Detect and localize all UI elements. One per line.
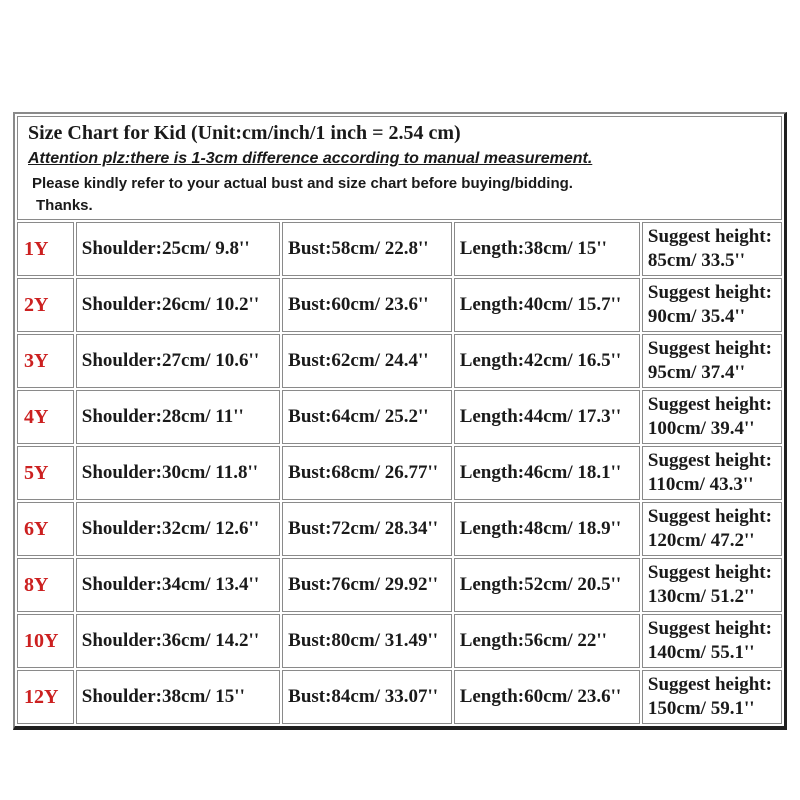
thanks-note: Thanks.	[36, 197, 93, 214]
table-row-3y: 3Y Shoulder:27cm/ 10.6'' Bust:62cm/ 24.4…	[17, 334, 782, 388]
suggest-height-value: 120cm/ 47.2''	[647, 530, 755, 551]
suggest-height-label: Suggest height:	[647, 674, 772, 695]
refer-note: Please kindly refer to your actual bust …	[32, 175, 573, 192]
shoulder-cell: Shoulder:32cm/ 12.6''	[75, 502, 281, 556]
size-cell: 2Y	[17, 278, 74, 332]
suggest-height-cell: Suggest height: 95cm/ 37.4''	[641, 334, 782, 388]
size-cell: 3Y	[17, 334, 74, 388]
suggest-height-label: Suggest height:	[647, 618, 772, 639]
length-cell: Length:40cm/ 15.7''	[453, 278, 640, 332]
size-cell: 8Y	[17, 558, 74, 612]
length-cell: Length:48cm/ 18.9''	[453, 502, 640, 556]
suggest-height-cell: Suggest height: 130cm/ 51.2''	[641, 558, 782, 612]
bust-cell: Bust:62cm/ 24.4''	[282, 334, 452, 388]
suggest-height-label: Suggest height:	[647, 450, 772, 471]
attention-note: Attention plz:there is 1-3cm difference …	[28, 150, 593, 167]
suggest-height-value: 95cm/ 37.4''	[647, 362, 746, 383]
shoulder-cell: Shoulder:34cm/ 13.4''	[75, 558, 281, 612]
header-row: Size Chart for Kid (Unit:cm/inch/1 inch …	[17, 116, 782, 220]
shoulder-cell: Shoulder:36cm/ 14.2''	[75, 614, 281, 668]
suggest-height-value: 150cm/ 59.1''	[647, 698, 755, 719]
suggest-height-cell: Suggest height: 90cm/ 35.4''	[641, 278, 782, 332]
length-cell: Length:46cm/ 18.1''	[453, 446, 640, 500]
shoulder-cell: Shoulder:38cm/ 15''	[75, 670, 281, 724]
bust-cell: Bust:64cm/ 25.2''	[282, 390, 452, 444]
suggest-height-label: Suggest height:	[647, 394, 772, 415]
suggest-height-label: Suggest height:	[647, 338, 772, 359]
table-row-4y: 4Y Shoulder:28cm/ 11'' Bust:64cm/ 25.2''…	[17, 390, 782, 444]
table-row-2y: 2Y Shoulder:26cm/ 10.2'' Bust:60cm/ 23.6…	[17, 278, 782, 332]
suggest-height-label: Suggest height:	[647, 226, 772, 247]
shoulder-cell: Shoulder:30cm/ 11.8''	[75, 446, 281, 500]
bust-cell: Bust:72cm/ 28.34''	[282, 502, 452, 556]
size-cell: 12Y	[17, 670, 74, 724]
length-cell: Length:42cm/ 16.5''	[453, 334, 640, 388]
suggest-height-value: 90cm/ 35.4''	[647, 306, 746, 327]
suggest-height-value: 130cm/ 51.2''	[647, 586, 755, 607]
bust-cell: Bust:60cm/ 23.6''	[282, 278, 452, 332]
length-cell: Length:44cm/ 17.3''	[453, 390, 640, 444]
suggest-height-cell: Suggest height: 85cm/ 33.5''	[641, 222, 782, 276]
size-cell: 6Y	[17, 502, 74, 556]
suggest-height-value: 85cm/ 33.5''	[647, 250, 746, 271]
suggest-height-value: 100cm/ 39.4''	[647, 418, 755, 439]
suggest-height-value: 110cm/ 43.3''	[647, 474, 754, 495]
table-row-12y: 12Y Shoulder:38cm/ 15'' Bust:84cm/ 33.07…	[17, 670, 782, 724]
shoulder-cell: Shoulder:28cm/ 11''	[75, 390, 281, 444]
suggest-height-cell: Suggest height: 100cm/ 39.4''	[641, 390, 782, 444]
suggest-height-label: Suggest height:	[647, 506, 772, 527]
size-chart-table: Size Chart for Kid (Unit:cm/inch/1 inch …	[13, 112, 787, 730]
suggest-height-cell: Suggest height: 150cm/ 59.1''	[641, 670, 782, 724]
bust-cell: Bust:58cm/ 22.8''	[282, 222, 452, 276]
length-cell: Length:56cm/ 22''	[453, 614, 640, 668]
bust-cell: Bust:80cm/ 31.49''	[282, 614, 452, 668]
table-row-6y: 6Y Shoulder:32cm/ 12.6'' Bust:72cm/ 28.3…	[17, 502, 782, 556]
suggest-height-value: 140cm/ 55.1''	[647, 642, 755, 663]
suggest-height-label: Suggest height:	[647, 282, 772, 303]
size-cell: 10Y	[17, 614, 74, 668]
bust-cell: Bust:76cm/ 29.92''	[282, 558, 452, 612]
table-row-1y: 1Y Shoulder:25cm/ 9.8'' Bust:58cm/ 22.8'…	[17, 222, 782, 276]
length-cell: Length:60cm/ 23.6''	[453, 670, 640, 724]
length-cell: Length:52cm/ 20.5''	[453, 558, 640, 612]
page-title: Size Chart for Kid (Unit:cm/inch/1 inch …	[28, 122, 461, 144]
table-row-10y: 10Y Shoulder:36cm/ 14.2'' Bust:80cm/ 31.…	[17, 614, 782, 668]
size-cell: 1Y	[17, 222, 74, 276]
shoulder-cell: Shoulder:26cm/ 10.2''	[75, 278, 281, 332]
suggest-height-cell: Suggest height: 140cm/ 55.1''	[641, 614, 782, 668]
bust-cell: Bust:68cm/ 26.77''	[282, 446, 452, 500]
suggest-height-cell: Suggest height: 120cm/ 47.2''	[641, 502, 782, 556]
length-cell: Length:38cm/ 15''	[453, 222, 640, 276]
bust-cell: Bust:84cm/ 33.07''	[282, 670, 452, 724]
shoulder-cell: Shoulder:27cm/ 10.6''	[75, 334, 281, 388]
suggest-height-cell: Suggest height: 110cm/ 43.3''	[641, 446, 782, 500]
shoulder-cell: Shoulder:25cm/ 9.8''	[75, 222, 281, 276]
size-cell: 4Y	[17, 390, 74, 444]
suggest-height-label: Suggest height:	[647, 562, 772, 583]
table-row-5y: 5Y Shoulder:30cm/ 11.8'' Bust:68cm/ 26.7…	[17, 446, 782, 500]
size-cell: 5Y	[17, 446, 74, 500]
table-row-8y: 8Y Shoulder:34cm/ 13.4'' Bust:76cm/ 29.9…	[17, 558, 782, 612]
header-cell: Size Chart for Kid (Unit:cm/inch/1 inch …	[17, 116, 782, 220]
